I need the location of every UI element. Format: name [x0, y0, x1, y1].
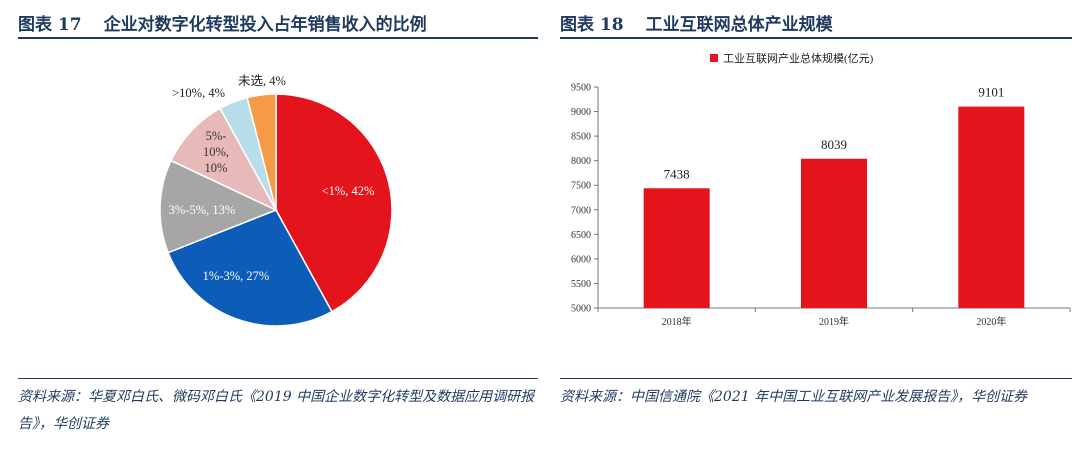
bar-2: [801, 158, 867, 308]
y-tick-label: 5500: [571, 279, 591, 290]
pie-chart: <1%, 42% 1%-3%, 27% 3%-5%, 13% 5%- 10%, 10% >1…: [159, 74, 393, 327]
left-source-rule: [18, 378, 538, 379]
pie-slice-6: [246, 93, 277, 211]
left-figure-title: 图表 17 企业对数字化转型投入占年销售收入的比例: [18, 10, 538, 35]
left-source-note: 资料来源：华夏邓白氏、微码邓白氏《2019 中国企业数字化转型及数据应用调研报告…: [18, 389, 535, 432]
bar-value-label: 7438: [664, 166, 690, 181]
bar-value-label: 8039: [821, 137, 847, 152]
pie-label-line: 10%,: [203, 145, 229, 159]
right-source-note: 资料来源：中国信通院《2021 年中国工业互联网产业发展报告》，华创证券: [560, 389, 1028, 405]
x-tick-label: 2018年: [662, 315, 692, 328]
pie-label-line: 5%-: [206, 129, 227, 143]
right-source-rule: [560, 378, 1072, 379]
left-figure-number: 图表 17: [18, 15, 82, 35]
pie-slice-4: [170, 107, 278, 212]
y-tick-label: 7000: [571, 205, 591, 216]
bar-chart: 工业互联网产业总体规模(亿元) 5000 5500 6000 6500 7000 7500 8…: [571, 51, 1071, 328]
y-tick-label: 7500: [571, 181, 591, 192]
right-title-rule: [560, 37, 1072, 39]
y-tick-label: 8500: [571, 132, 591, 143]
pie-label-line: 10%: [205, 161, 228, 175]
pie-slice-3: [159, 159, 278, 254]
pie-label-6: 未选, 4%: [238, 74, 286, 88]
bar-1: [643, 188, 710, 308]
pie-slice-1: [275, 93, 393, 313]
left-title-rule: [18, 37, 538, 39]
left-figure-title-text: 企业对数字化转型投入占年销售收入的比例: [103, 15, 427, 35]
right-figure-number: 图表 18: [560, 15, 624, 35]
y-tick-label: 9500: [571, 83, 591, 94]
y-tick-label: 6500: [571, 230, 591, 241]
right-figure-title: 图表 18 工业互联网总体产业规模: [560, 10, 1072, 35]
y-tick-label: 5000: [571, 304, 591, 315]
y-tick-label: 9000: [571, 107, 591, 118]
pie-label-3: 3%-5%, 13%: [169, 203, 236, 217]
x-tick-label: 2019年: [819, 315, 849, 328]
y-tick-label: 6000: [571, 254, 591, 265]
pie-label-1: <1%, 42%: [322, 184, 375, 198]
bar-value-label: 9101: [978, 85, 1004, 100]
x-tick-label: 2020年: [976, 315, 1006, 328]
y-tick-label: 8000: [571, 156, 591, 167]
legend-label: 工业互联网产业总体规模(亿元): [723, 51, 874, 65]
pie-slice-2: [167, 209, 333, 327]
bar-3: [958, 106, 1025, 308]
pie-label-5: >10%, 4%: [172, 86, 225, 100]
pie-label-4: 5%- 10%, 10%: [203, 129, 229, 175]
right-figure-title-text: 工业互联网总体产业规模: [645, 15, 833, 35]
pie-label-2: 1%-3%, 27%: [203, 269, 270, 283]
legend-swatch: [710, 54, 718, 62]
